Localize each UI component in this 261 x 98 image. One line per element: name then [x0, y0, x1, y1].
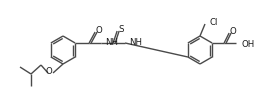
Text: Cl: Cl	[210, 18, 218, 26]
Text: S: S	[118, 24, 124, 34]
Text: NH: NH	[129, 38, 142, 46]
Text: NH: NH	[105, 38, 118, 46]
Text: O: O	[46, 68, 52, 77]
Text: O: O	[96, 25, 103, 34]
Text: O: O	[230, 26, 236, 35]
Text: OH: OH	[241, 39, 254, 49]
